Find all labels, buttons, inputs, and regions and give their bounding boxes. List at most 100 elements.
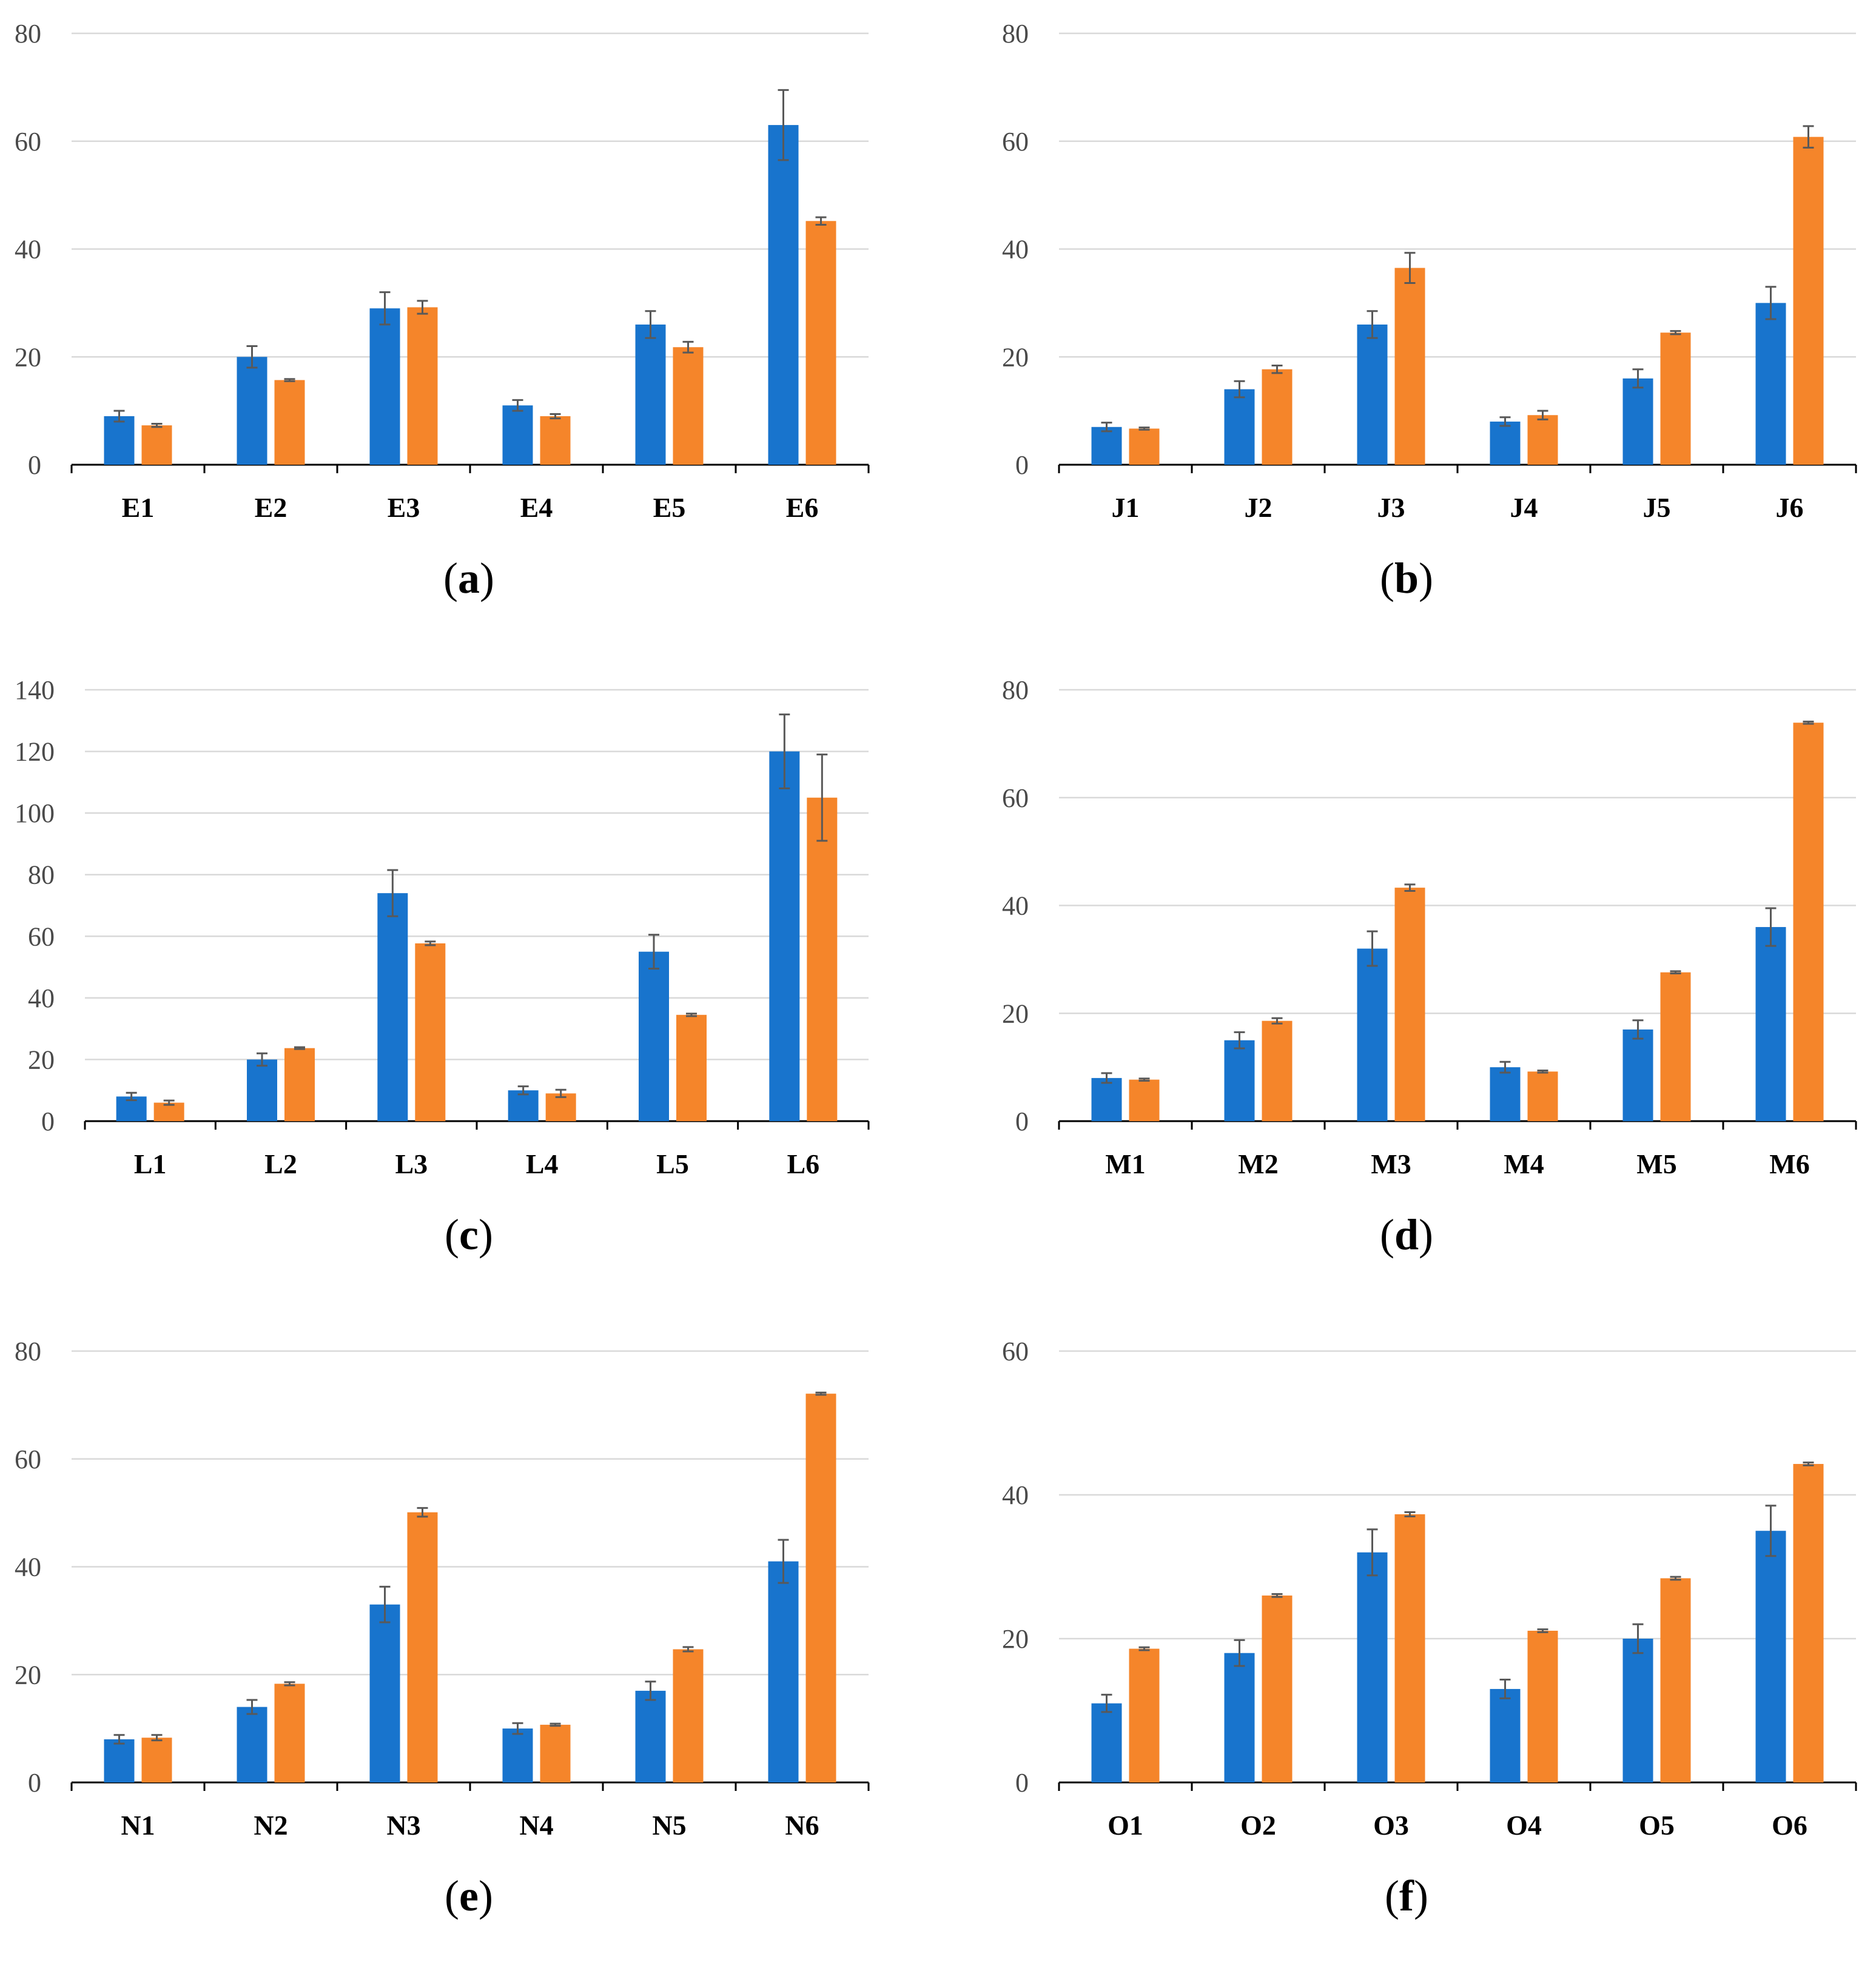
y-tick-label: 20 xyxy=(28,1045,55,1074)
y-tick-label: 40 xyxy=(1002,891,1029,921)
x-tick-label: O6 xyxy=(1772,1810,1807,1841)
x-tick-label: N4 xyxy=(519,1810,553,1841)
x-tick-label: N5 xyxy=(652,1810,686,1841)
panel-label-a: (a) xyxy=(443,554,494,602)
y-tick-label: 60 xyxy=(28,922,55,951)
bar-N4-series-1 xyxy=(502,1728,533,1782)
bar-E2-series-2 xyxy=(274,380,305,465)
bar-L6-series-2 xyxy=(807,797,838,1121)
bar-M1-series-2 xyxy=(1129,1079,1160,1121)
bar-M5-series-2 xyxy=(1660,972,1691,1121)
y-tick-label: 40 xyxy=(28,983,55,1013)
panel-label-c: (c) xyxy=(445,1210,493,1259)
x-tick-label: N3 xyxy=(386,1810,420,1841)
x-tick-label: L3 xyxy=(395,1148,428,1179)
y-tick-label: 80 xyxy=(1002,675,1029,705)
y-tick-label: 40 xyxy=(15,235,41,265)
y-tick-label: 40 xyxy=(1002,235,1029,265)
x-tick-label: O3 xyxy=(1373,1810,1409,1841)
bar-J1-series-1 xyxy=(1091,426,1122,465)
y-tick-label: 100 xyxy=(15,798,55,828)
bar-O3-series-2 xyxy=(1394,1514,1425,1782)
bar-M4-series-1 xyxy=(1490,1067,1521,1121)
bar-L2-series-2 xyxy=(284,1048,315,1121)
bar-O2-series-1 xyxy=(1224,1653,1255,1782)
chart-d: 0 20 40 60 80 M1 M2 M3 M4 M5 M6 xyxy=(1002,675,1857,1179)
chart-e: 0 20 40 60 80 N1 N2 N3 N4 N5 N6 xyxy=(15,1337,870,1841)
bar-N3-series-2 xyxy=(407,1512,438,1782)
bar-N5-series-2 xyxy=(673,1649,704,1782)
x-tick-label: E3 xyxy=(388,492,420,523)
x-tick-label: L6 xyxy=(787,1148,819,1179)
y-tick-label: 80 xyxy=(15,19,41,49)
x-tick-label: N1 xyxy=(121,1810,155,1841)
chart-a: 0 20 40 60 80 E1 E2 E3 E4 E5 E6 xyxy=(15,19,870,523)
bar-J5-series-1 xyxy=(1622,378,1653,465)
bar-O4-series-1 xyxy=(1490,1688,1521,1782)
x-tick-label: J4 xyxy=(1510,492,1538,523)
bar-O5-series-2 xyxy=(1660,1578,1691,1782)
x-tick-label: O2 xyxy=(1240,1810,1276,1841)
x-tick-label: L2 xyxy=(264,1148,297,1179)
y-tick-label: 20 xyxy=(15,342,41,372)
x-tick-label: M1 xyxy=(1105,1148,1145,1179)
x-tick-label: M3 xyxy=(1371,1148,1411,1179)
bar-O2-series-2 xyxy=(1262,1595,1293,1782)
chart-f: 0 20 40 60 O1 O2 O3 O4 O5 O6 xyxy=(1002,1337,1857,1841)
bar-J1-series-2 xyxy=(1129,428,1160,465)
x-tick-label: J2 xyxy=(1245,492,1273,523)
panel-a: 0 20 40 60 80 E1 E2 E3 E4 E5 E6 (a) xyxy=(0,0,938,661)
bar-M3-series-1 xyxy=(1357,948,1388,1121)
bar-N5-series-1 xyxy=(635,1690,666,1782)
bar-E3-series-1 xyxy=(369,308,400,465)
bar-L1-series-2 xyxy=(153,1102,184,1121)
bar-E5-series-1 xyxy=(635,324,666,465)
bar-J3-series-1 xyxy=(1357,324,1388,465)
x-tick-label: J5 xyxy=(1643,492,1671,523)
bar-O6-series-2 xyxy=(1793,1464,1824,1782)
x-tick-label: J6 xyxy=(1776,492,1804,523)
y-tick-label: 20 xyxy=(15,1660,41,1690)
bar-N2-series-1 xyxy=(237,1707,267,1782)
y-tick-label: 140 xyxy=(15,675,55,705)
x-tick-label: O1 xyxy=(1108,1810,1143,1841)
bar-J2-series-2 xyxy=(1262,369,1293,465)
bar-O1-series-1 xyxy=(1091,1703,1122,1782)
bar-L3-series-2 xyxy=(415,943,446,1121)
bar-O5-series-1 xyxy=(1622,1639,1653,1782)
y-tick-label: 20 xyxy=(1002,342,1029,372)
x-tick-label: E6 xyxy=(786,492,819,523)
y-tick-label: 80 xyxy=(15,1337,41,1366)
bar-M4-series-2 xyxy=(1527,1071,1558,1121)
y-tick-label: 20 xyxy=(1002,999,1029,1028)
bar-J4-series-1 xyxy=(1490,421,1521,465)
panel-d: 0 20 40 60 80 M1 M2 M3 M4 M5 M6 (d) xyxy=(938,656,1875,1318)
y-tick-label: 20 xyxy=(1002,1624,1029,1654)
bar-E4-series-1 xyxy=(502,405,533,465)
x-tick-label: L5 xyxy=(656,1148,689,1179)
bar-M6-series-1 xyxy=(1755,927,1786,1121)
bar-N4-series-2 xyxy=(540,1724,571,1782)
x-tick-label: L4 xyxy=(526,1148,559,1179)
bar-N6-series-2 xyxy=(805,1394,836,1782)
x-tick-label: O5 xyxy=(1639,1810,1675,1841)
bar-M2-series-1 xyxy=(1224,1040,1255,1121)
bar-O3-series-1 xyxy=(1357,1552,1388,1782)
x-tick-label: M2 xyxy=(1238,1148,1278,1179)
bar-E6-series-1 xyxy=(768,125,799,465)
y-tick-label: 60 xyxy=(1002,783,1029,813)
bar-M6-series-2 xyxy=(1793,723,1824,1121)
bar-O1-series-2 xyxy=(1129,1648,1160,1782)
bar-N2-series-2 xyxy=(274,1684,305,1782)
bar-L2-series-1 xyxy=(247,1059,277,1121)
panel-label-e: (e) xyxy=(445,1872,493,1920)
bar-L4-series-2 xyxy=(545,1093,576,1121)
bar-N1-series-2 xyxy=(141,1738,172,1782)
bar-N6-series-1 xyxy=(768,1561,799,1782)
chart-b: 0 20 40 60 80 J1 J2 J3 J4 J5 J6 xyxy=(1002,19,1857,523)
bar-L5-series-1 xyxy=(639,951,669,1121)
bar-O6-series-1 xyxy=(1755,1531,1786,1782)
x-tick-label: M6 xyxy=(1769,1148,1809,1179)
y-tick-label: 0 xyxy=(41,1107,55,1136)
